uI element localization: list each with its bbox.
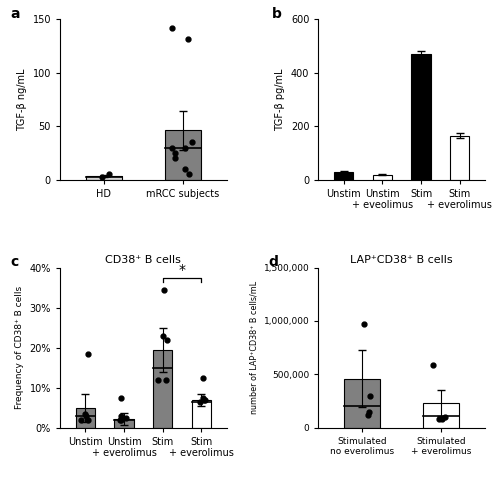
- Bar: [424, 403, 459, 428]
- Title: CD38⁺ B cells: CD38⁺ B cells: [106, 256, 182, 265]
- Bar: [334, 172, 353, 179]
- Bar: [192, 400, 211, 428]
- Bar: [344, 379, 380, 428]
- Y-axis label: TGF-β pg/mL: TGF-β pg/mL: [276, 68, 285, 131]
- Text: a: a: [10, 7, 20, 20]
- Bar: [165, 130, 201, 179]
- Text: d: d: [268, 255, 278, 269]
- Bar: [76, 408, 95, 428]
- Y-axis label: TGF-β ng/mL: TGF-β ng/mL: [17, 68, 27, 131]
- Bar: [372, 175, 392, 179]
- Bar: [153, 350, 172, 428]
- Title: LAP⁺CD38⁺ B cells: LAP⁺CD38⁺ B cells: [350, 256, 453, 265]
- Bar: [450, 136, 469, 179]
- Text: *: *: [178, 263, 186, 277]
- Bar: [412, 54, 430, 179]
- Y-axis label: Frequency of CD38⁺ B cells: Frequency of CD38⁺ B cells: [15, 286, 24, 409]
- Bar: [114, 419, 134, 428]
- Y-axis label: number of LAP⁺CD38⁺ B cells/mL: number of LAP⁺CD38⁺ B cells/mL: [249, 281, 258, 414]
- Bar: [86, 176, 122, 179]
- Text: c: c: [10, 255, 18, 269]
- Text: b: b: [272, 7, 281, 20]
